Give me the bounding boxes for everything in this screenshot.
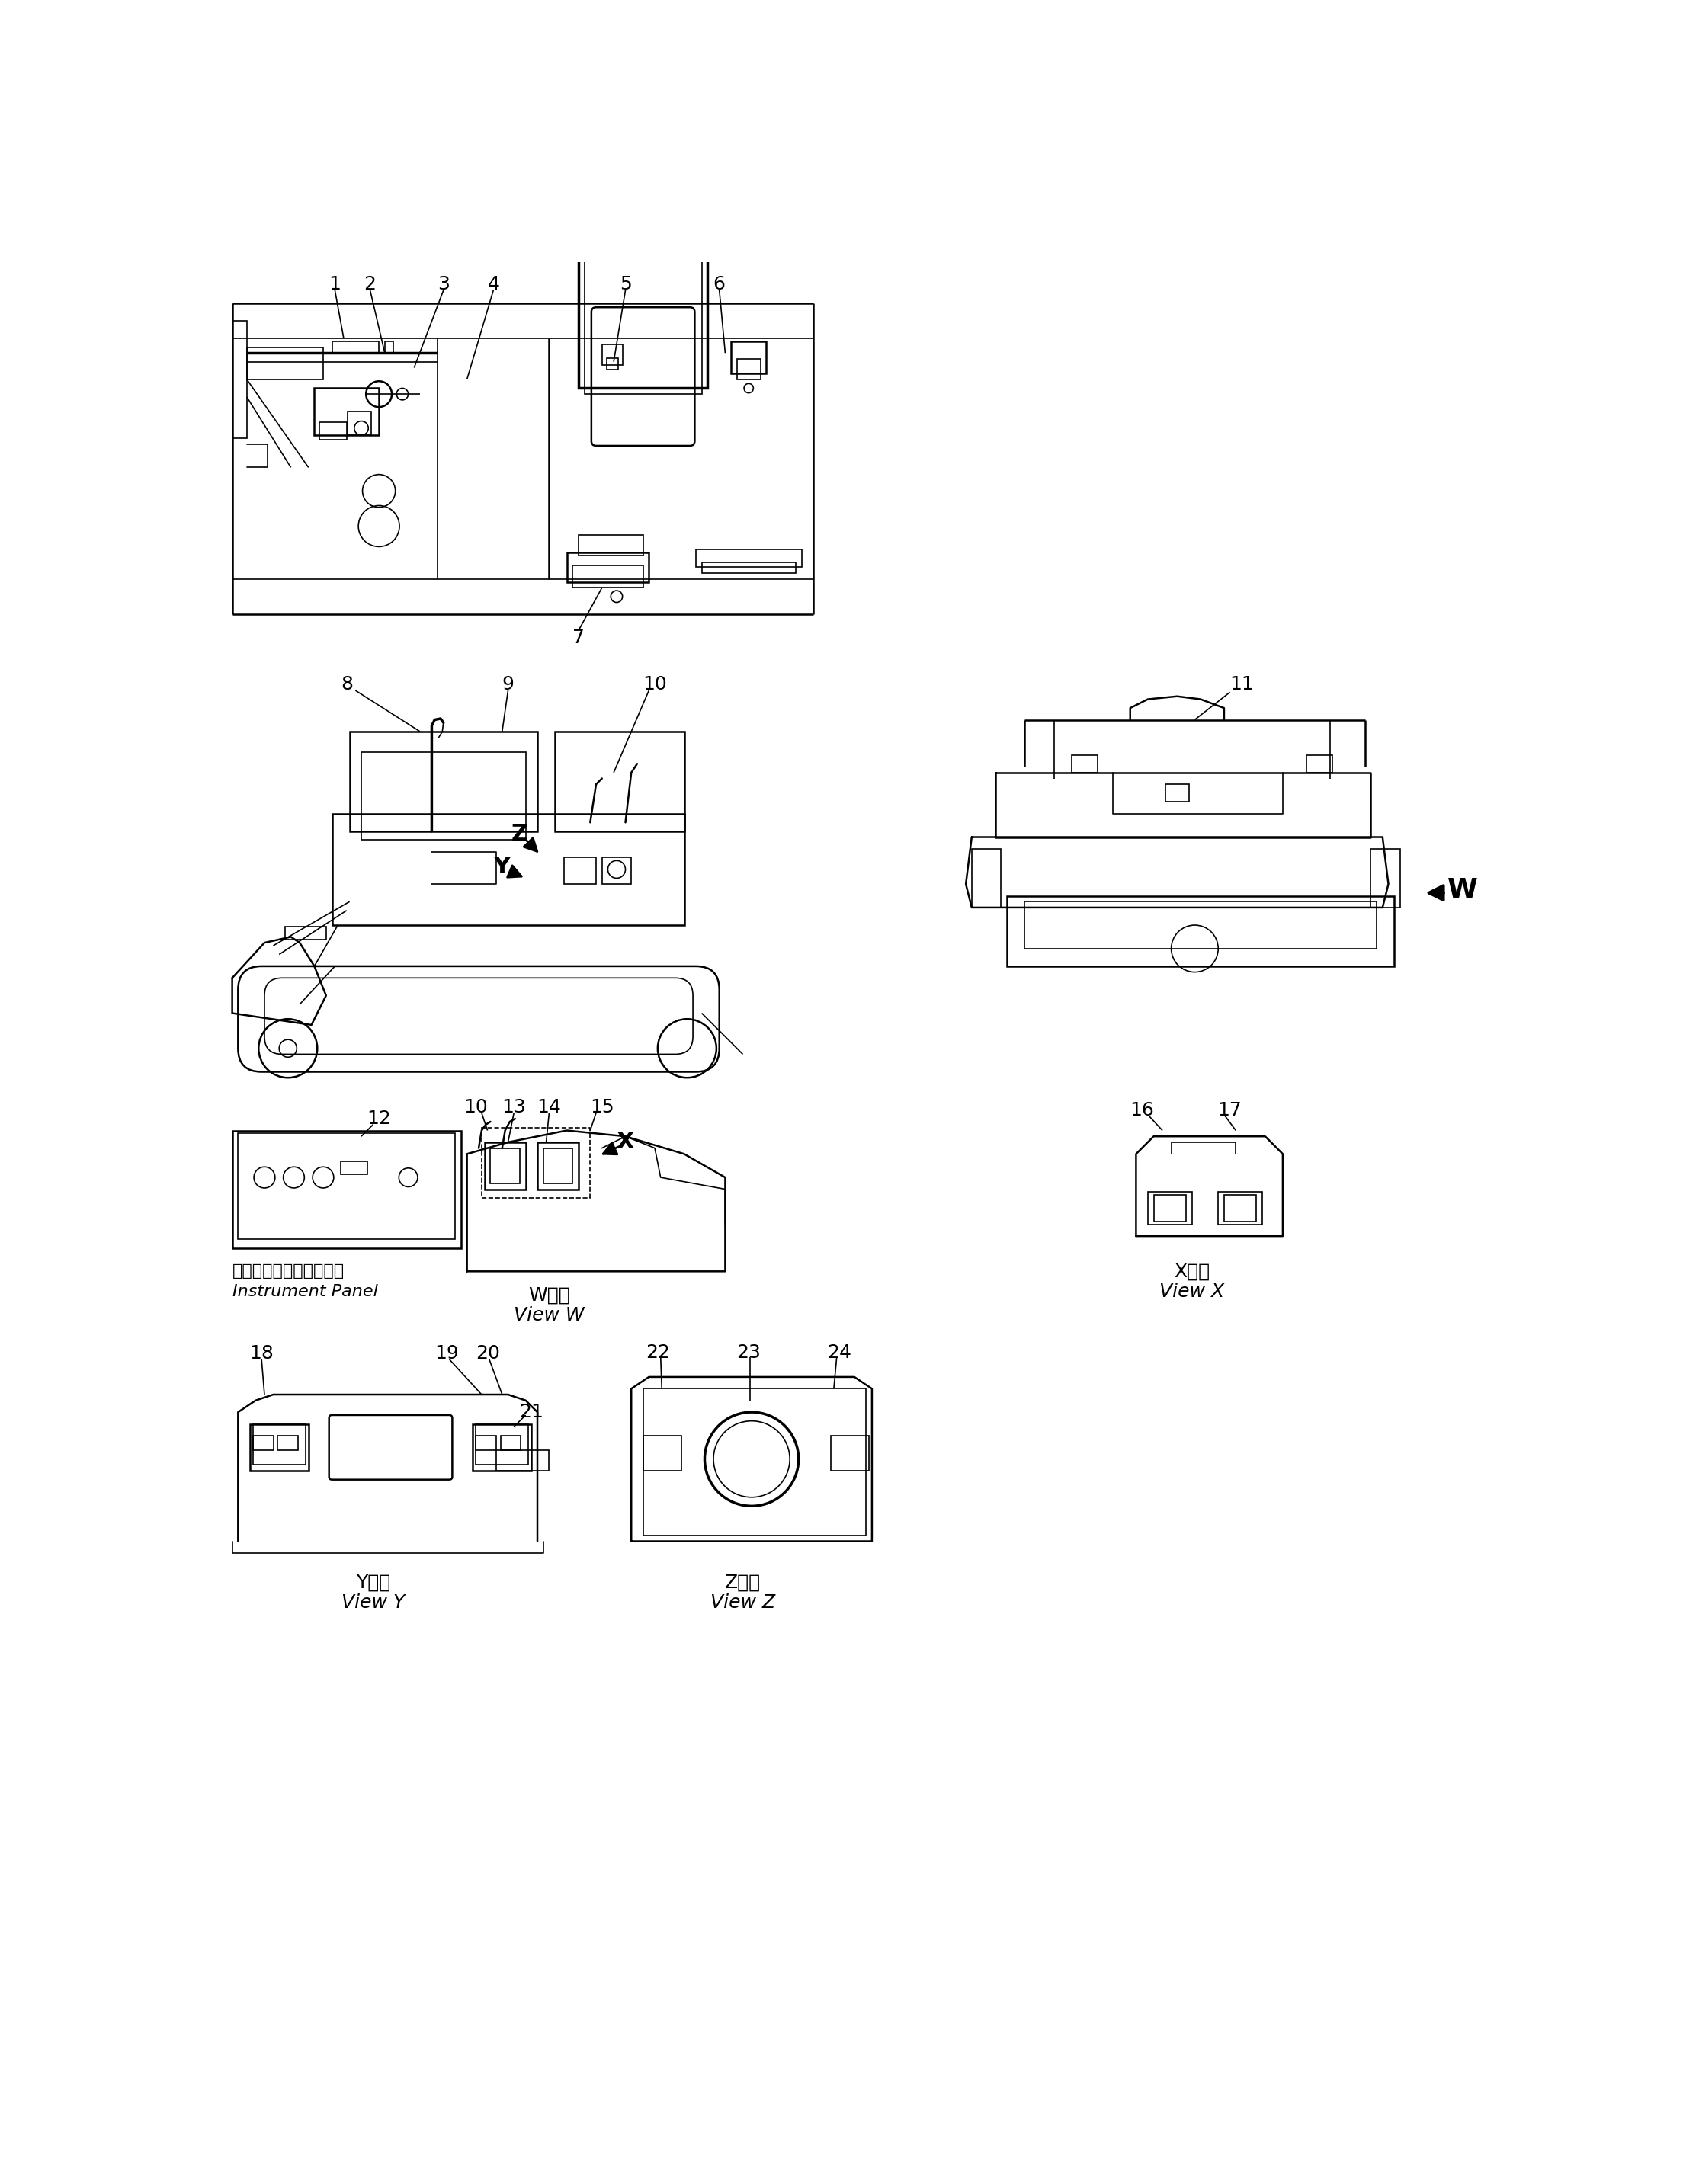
- Bar: [1006, 895, 1394, 965]
- Text: 3: 3: [438, 275, 449, 293]
- Bar: [572, 566, 643, 587]
- Bar: [584, 236, 702, 393]
- Bar: [496, 1450, 549, 1470]
- Bar: [643, 1389, 867, 1535]
- Bar: [332, 341, 379, 354]
- Bar: [490, 1149, 520, 1184]
- Text: 8: 8: [340, 675, 353, 695]
- Text: View Z: View Z: [710, 1594, 776, 1612]
- Text: 13: 13: [502, 1099, 527, 1116]
- Text: Y: Y: [493, 856, 510, 878]
- Text: X: X: [616, 1131, 634, 1153]
- Bar: [385, 341, 394, 354]
- Bar: [320, 422, 347, 439]
- Bar: [476, 1435, 496, 1450]
- Bar: [481, 1127, 591, 1199]
- Text: Y　視: Y 視: [355, 1572, 390, 1592]
- Text: 2: 2: [364, 275, 377, 293]
- Text: W　視: W 視: [528, 1286, 571, 1304]
- Bar: [1072, 756, 1097, 773]
- Text: W: W: [1447, 878, 1478, 902]
- Text: Z: Z: [512, 823, 528, 845]
- Bar: [340, 1162, 367, 1175]
- Bar: [237, 1133, 454, 1238]
- Bar: [544, 1149, 572, 1184]
- Bar: [1306, 756, 1333, 773]
- Bar: [249, 1424, 308, 1470]
- Bar: [332, 815, 683, 926]
- Text: 22: 22: [646, 1343, 670, 1361]
- Text: View Y: View Y: [342, 1594, 406, 1612]
- Bar: [252, 1424, 306, 1465]
- Bar: [1218, 1192, 1262, 1225]
- Text: View W: View W: [513, 1306, 584, 1324]
- Bar: [730, 341, 766, 373]
- Bar: [971, 850, 1001, 909]
- Bar: [315, 389, 379, 435]
- Text: 17: 17: [1218, 1101, 1242, 1118]
- Text: 6: 6: [714, 275, 725, 293]
- Text: 24: 24: [828, 1343, 852, 1361]
- Text: Instrument Panel: Instrument Panel: [232, 1284, 377, 1299]
- Text: 14: 14: [537, 1099, 560, 1116]
- Bar: [232, 321, 247, 439]
- Bar: [567, 553, 650, 581]
- Text: X　視: X 視: [1173, 1262, 1210, 1280]
- Bar: [1165, 784, 1188, 802]
- Bar: [831, 1435, 868, 1470]
- Bar: [350, 732, 537, 832]
- Bar: [537, 1142, 579, 1188]
- Text: 7: 7: [572, 629, 584, 646]
- Text: 11: 11: [1230, 675, 1254, 695]
- Text: 5: 5: [619, 275, 631, 293]
- Bar: [476, 1424, 528, 1465]
- Text: 12: 12: [367, 1109, 390, 1127]
- Text: 16: 16: [1129, 1101, 1155, 1118]
- Bar: [579, 218, 707, 389]
- Text: View X: View X: [1160, 1282, 1224, 1302]
- Bar: [252, 1435, 273, 1450]
- Bar: [603, 345, 623, 365]
- Bar: [1224, 1195, 1256, 1221]
- Text: インスツルメントパネル: インスツルメントパネル: [232, 1265, 345, 1280]
- Bar: [603, 858, 631, 885]
- Bar: [1148, 1192, 1192, 1225]
- Text: 19: 19: [434, 1345, 458, 1363]
- Text: 10: 10: [463, 1099, 488, 1116]
- Bar: [579, 535, 643, 555]
- Text: 23: 23: [737, 1343, 761, 1361]
- Bar: [348, 413, 372, 435]
- Bar: [473, 1424, 532, 1470]
- Bar: [702, 563, 796, 572]
- Bar: [564, 858, 596, 885]
- Bar: [247, 347, 323, 380]
- Bar: [695, 550, 801, 568]
- Text: 10: 10: [643, 675, 666, 695]
- Bar: [278, 1435, 298, 1450]
- Text: 9: 9: [502, 675, 513, 695]
- Bar: [555, 732, 683, 832]
- Text: 4: 4: [488, 275, 500, 293]
- Text: 21: 21: [520, 1402, 544, 1422]
- Bar: [643, 1435, 682, 1470]
- Text: Z　視: Z 視: [725, 1572, 761, 1592]
- Text: 1: 1: [328, 275, 342, 293]
- Text: 20: 20: [475, 1345, 500, 1363]
- Bar: [1025, 902, 1377, 948]
- Bar: [485, 1142, 525, 1188]
- Text: 15: 15: [591, 1099, 614, 1116]
- Bar: [232, 1131, 461, 1247]
- Bar: [1153, 1195, 1187, 1221]
- Bar: [606, 358, 618, 369]
- Bar: [1372, 850, 1400, 909]
- Bar: [284, 926, 327, 939]
- Text: 18: 18: [249, 1345, 274, 1363]
- Bar: [737, 358, 761, 380]
- Bar: [500, 1435, 522, 1450]
- Bar: [362, 751, 525, 841]
